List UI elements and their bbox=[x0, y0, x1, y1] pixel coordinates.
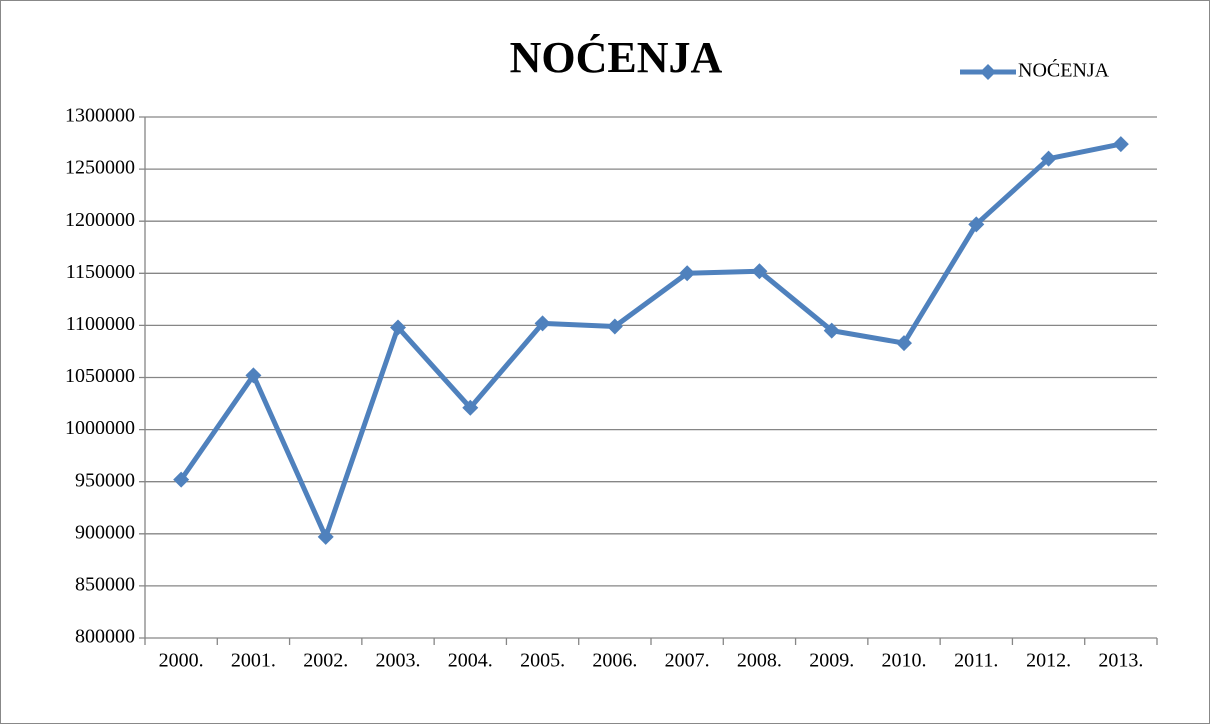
y-tick-label: 1000000 bbox=[65, 417, 135, 439]
x-tick-label: 2001. bbox=[231, 650, 276, 672]
point-marker bbox=[896, 335, 912, 352]
point-marker bbox=[1040, 150, 1057, 167]
y-tick-label: 1200000 bbox=[65, 209, 135, 231]
x-tick-label: 2013. bbox=[1098, 650, 1143, 672]
x-tick-label: 2004. bbox=[448, 650, 493, 672]
point-marker bbox=[390, 319, 406, 336]
point-marker bbox=[173, 471, 190, 488]
y-tick-label: 950000 bbox=[75, 469, 135, 491]
x-tick-label: 2003. bbox=[376, 650, 421, 672]
series-line bbox=[179, 141, 1122, 540]
y-tick-label: 1050000 bbox=[65, 365, 135, 387]
x-tick-label: 2012. bbox=[1026, 650, 1071, 672]
y-tick-label: 800000 bbox=[75, 626, 135, 648]
y-tick-label: 1300000 bbox=[65, 105, 135, 127]
y-tick-label: 1250000 bbox=[65, 157, 135, 179]
point-marker bbox=[534, 315, 551, 332]
point-marker bbox=[823, 322, 840, 339]
legend-label: NOĆENJA bbox=[1018, 58, 1110, 82]
point-marker bbox=[1112, 136, 1129, 153]
x-tick-label: 2007. bbox=[665, 650, 710, 672]
y-tick-label: 900000 bbox=[75, 521, 135, 543]
x-tick-label: 2002. bbox=[303, 650, 348, 672]
x-tick-label: 2008. bbox=[737, 650, 782, 672]
point-marker bbox=[751, 263, 768, 280]
point-marker bbox=[606, 318, 623, 335]
point-marker bbox=[462, 399, 479, 416]
x-tick-label: 2005. bbox=[520, 650, 565, 672]
x-tick-label: 2011. bbox=[954, 650, 998, 672]
x-tick-label: 2006. bbox=[592, 650, 637, 672]
point-marker bbox=[317, 528, 334, 545]
point-marker bbox=[968, 216, 985, 233]
legend-marker bbox=[980, 64, 996, 80]
y-tick-label: 1150000 bbox=[66, 261, 135, 283]
chart-title: NOĆENJA bbox=[510, 33, 723, 82]
x-tick-label: 2010. bbox=[882, 650, 927, 672]
y-tick-label: 850000 bbox=[75, 573, 135, 595]
y-tick-label: 1100000 bbox=[66, 313, 135, 335]
x-tick-label: 2009. bbox=[809, 650, 854, 672]
point-marker bbox=[679, 265, 696, 282]
x-tick-label: 2000. bbox=[159, 650, 204, 672]
point-marker bbox=[245, 367, 262, 384]
